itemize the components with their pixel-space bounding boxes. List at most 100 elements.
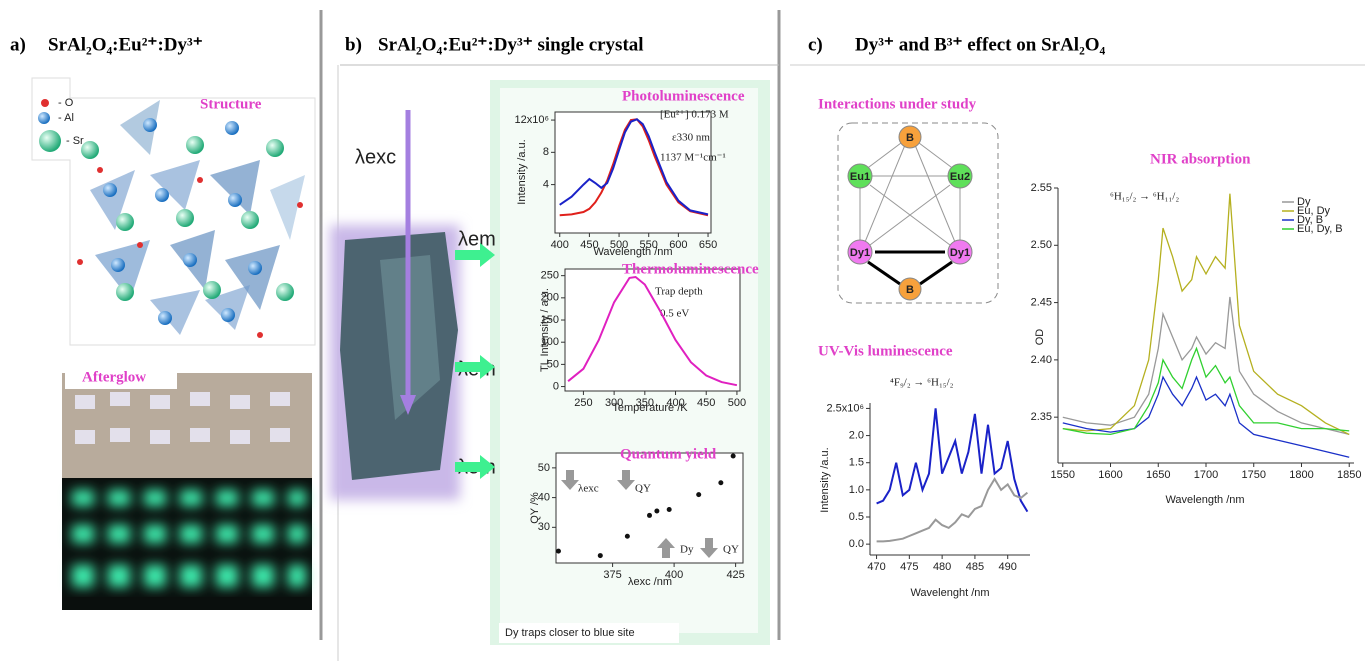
node-label: B [906,132,914,144]
diagram-title: Interactions under study [818,96,977,112]
chart-title: Quantum yield [620,446,717,462]
x-axis-label: Wavelenght /nm [910,587,989,599]
x-tick-label: 375 [603,569,621,581]
y-axis-label: Intensity /a.u. [819,447,831,512]
emission-label: λem [458,228,496,250]
y-tick-label: 0.5 [849,511,864,523]
y-tick-label: 2.5x10⁶ [826,402,864,414]
x-tick-label: 1800 [1289,469,1313,481]
y-tick-label: 1.5 [849,457,864,469]
x-tick-label: 1700 [1194,469,1218,481]
panel-title: Dy³⁺ and B³⁺ effect on SrAl₂O₄ [855,34,1106,55]
point [667,507,672,512]
y-axis-label: QY /% [529,492,541,524]
y-axis-label: OD [1034,329,1046,346]
line-series [877,408,1028,511]
x-axis-label: Temperature /K [612,402,688,414]
excitation-label: λexc [355,146,396,168]
point [696,492,701,497]
point [598,553,603,558]
x-tick-label: 470 [867,561,885,573]
annotation: ⁴F₉/₂ → ⁶H₁₅/₂ [890,377,954,389]
x-tick-label: 475 [900,561,918,573]
y-tick-label: 50 [538,462,550,474]
x-tick-label: 250 [574,397,592,409]
structure-label: Structure [200,96,262,112]
diagram-edge [920,262,952,284]
point [647,513,652,518]
y-tick-label: 0 [553,380,559,392]
point [718,480,723,485]
plot-frame [556,453,743,563]
y-tick-label: 2.50 [1031,239,1052,251]
node-label: B [906,284,914,296]
chart-title: UV-Vis luminescence [818,343,953,359]
annotation: Dy [680,544,694,556]
x-tick-label: 490 [999,561,1017,573]
node-label: Dy1 [850,247,870,259]
annotation: λexc [578,483,599,495]
panel-label: c) [808,34,823,55]
y-tick-label: 4 [543,179,549,191]
y-axis-label: TL Intensity / a.u. [539,288,551,372]
panel-title: SrAl₂O₄:Eu²⁺:Dy³⁺ single crystal [378,34,644,55]
point [654,508,659,513]
x-axis-label: Wavelength /nm [593,246,672,258]
line-series [1063,297,1349,435]
figure: a) SrAl₂O₄:Eu²⁺:Dy³⁺ - O - Al - Sr Struc… [0,0,1365,661]
x-tick-label: 485 [966,561,984,573]
x-tick-label: 500 [728,397,746,409]
diagram-edge [868,262,900,284]
y-tick-label: 8 [543,146,549,158]
x-tick-label: 480 [933,561,951,573]
panel-label: a) [10,34,26,55]
x-tick-label: 1650 [1146,469,1170,481]
annotation: QY [635,483,651,495]
x-tick-label: 1750 [1241,469,1265,481]
y-tick-label: 2.0 [849,429,864,441]
panel-label: b) [345,34,362,55]
line-series [1063,377,1349,457]
point [731,453,736,458]
y-tick-label: 12x10⁶ [515,114,550,126]
panel-title: SrAl₂O₄:Eu²⁺:Dy³⁺ [48,34,203,55]
afterglow-label: Afterglow [82,369,146,385]
node-label: Eu1 [850,171,870,183]
y-tick-label: 2.40 [1031,354,1052,366]
legend-label: - Sr [66,135,84,147]
x-tick-label: 1850 [1337,469,1361,481]
chart-title: Photoluminescence [622,88,745,104]
x-tick-label: 400 [551,239,569,251]
legend-label: - O [58,97,74,109]
plot-frame [565,269,740,391]
diagram-frame [838,123,998,303]
x-axis-label: Wavelength /nm [1165,494,1244,506]
point [625,534,630,539]
line-series [1063,348,1349,434]
diagram-edges [860,140,960,245]
annotation: 1137 M⁻¹cm⁻¹ [660,152,726,164]
node-label: Eu2 [950,171,970,183]
annotation: ε330 nm [672,132,710,144]
annotation: Trap depth [655,286,703,298]
y-axis-label: Intensity /a.u. [516,139,528,204]
y-tick-label: 250 [541,270,559,282]
plot-frame [555,112,711,233]
node-label: Dy1 [950,247,970,259]
legend-label: - Al [58,112,74,124]
point [556,549,561,554]
x-tick-label: 1600 [1098,469,1122,481]
x-tick-label: 450 [697,397,715,409]
annotation: ⁶H₁₅/₂ → ⁶H₁₁/₂ [1110,191,1179,203]
y-tick-label: 2.55 [1031,182,1052,194]
y-tick-label: 1.0 [849,484,864,496]
y-tick-label: 2.35 [1031,411,1052,423]
x-axis-label: λexc /nm [628,576,672,588]
chart-title: NIR absorption [1150,151,1251,167]
annotation: QY [723,544,739,556]
x-tick-label: 650 [699,239,717,251]
afterglow-photo [62,373,312,610]
y-tick-label: 2.45 [1031,296,1052,308]
legend-label: Eu, Dy, B [1297,223,1343,235]
annotation: [Eu²⁺] 0.173 M [660,109,729,121]
